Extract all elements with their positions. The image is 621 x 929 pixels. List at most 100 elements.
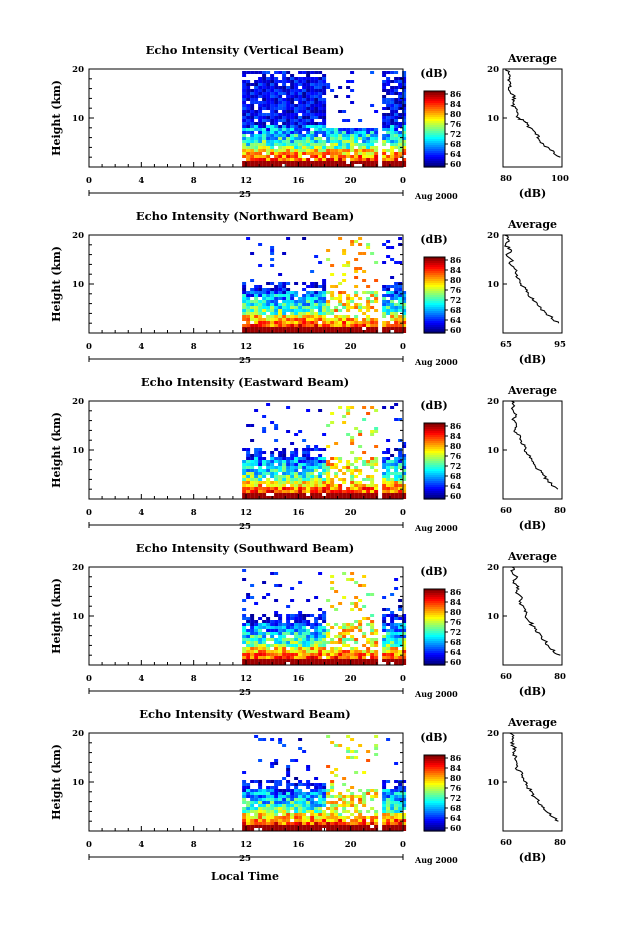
colorbar-tick: 60: [450, 823, 462, 833]
profile-y-tick: 20: [487, 231, 499, 241]
x-tick-label: 0: [400, 840, 406, 850]
colorbar-tick: 72: [450, 793, 461, 803]
colorbar-label: (dB): [420, 233, 447, 246]
x-tick-label: 0: [400, 176, 406, 186]
profile-x-tick: 100: [551, 174, 569, 184]
x-tick-label: 12: [240, 176, 252, 186]
month-label: Aug 2000: [414, 855, 458, 865]
profile-title: Average: [507, 716, 557, 729]
day-label: 25: [239, 854, 251, 864]
colorbar-tick: 84: [450, 431, 462, 441]
average-profile: Average 20 10 60 80 (dB): [487, 550, 566, 698]
colorbar-tick: 86: [450, 255, 462, 265]
profile-title: Average: [507, 550, 557, 563]
x-tick-label: 16: [292, 674, 304, 684]
x-tick-label: 4: [138, 674, 144, 684]
heatmap: [242, 403, 407, 499]
profile-y-tick: 10: [487, 612, 499, 622]
average-profile: Average 20 10 80 100 (dB): [487, 52, 569, 200]
x-tick-label: 20: [345, 508, 357, 518]
colorbar-tick: 64: [450, 647, 462, 657]
profile-xlabel: (dB): [519, 187, 546, 200]
heatmap: [242, 735, 407, 831]
panel-title: Echo Intensity (Westward Beam): [139, 707, 350, 721]
x-tick-label: 20: [345, 176, 357, 186]
panel-title: Echo Intensity (Eastward Beam): [141, 375, 349, 389]
average-profile: Average 20 10 60 80 (dB): [487, 384, 566, 532]
colorbar-tick: 84: [450, 265, 462, 275]
x-tick-label: 0: [86, 674, 92, 684]
day-label: 25: [239, 522, 251, 532]
x-axis-label: Local Time: [211, 870, 279, 883]
x-tick-label: 12: [240, 508, 252, 518]
profile-y-tick: 20: [487, 729, 499, 739]
colorbar-label: (dB): [420, 67, 447, 80]
colorbar-tick: 86: [450, 421, 462, 431]
profile-y-tick: 20: [487, 397, 499, 407]
colorbar-tick: 80: [450, 441, 462, 451]
colorbar-tick: 64: [450, 149, 462, 159]
colorbar-tick: 72: [450, 129, 461, 139]
y-axis-label: Height (km): [50, 412, 63, 488]
panel-title: Echo Intensity (Vertical Beam): [146, 43, 345, 57]
x-tick-label: 0: [400, 508, 406, 518]
panel-4: Echo Intensity (Southward Beam) Height (k…: [50, 541, 566, 699]
profile-frame: [502, 68, 563, 168]
colorbar-tick: 60: [450, 159, 462, 169]
x-tick-label: 16: [292, 508, 304, 518]
profile-frame: [502, 732, 563, 832]
x-tick-label: 20: [345, 342, 357, 352]
y-tick-label: 20: [72, 231, 84, 241]
colorbar-tick: 84: [450, 99, 462, 109]
x-tick-label: 0: [400, 342, 406, 352]
x-tick-label: 16: [292, 176, 304, 186]
day-label: 25: [239, 356, 251, 366]
profile-line: [504, 234, 560, 324]
colorbar-tick: 64: [450, 315, 462, 325]
y-tick-label: 20: [72, 397, 84, 407]
x-tick-label: 0: [86, 342, 92, 352]
colorbar-tick: 72: [450, 295, 461, 305]
x-tick-label: 8: [191, 840, 197, 850]
colorbar-tick: 60: [450, 325, 462, 335]
profile-x-tick: 80: [554, 672, 566, 682]
colorbar-tick: 76: [450, 285, 462, 295]
y-tick-label: 20: [72, 65, 84, 75]
colorbar-tick: 80: [450, 275, 462, 285]
profile-y-tick: 10: [487, 446, 499, 456]
colorbar-label: (dB): [420, 399, 447, 412]
colorbar-tick: 84: [450, 597, 462, 607]
colorbar-tick: 80: [450, 773, 462, 783]
profile-x-tick: 80: [554, 506, 566, 516]
average-profile: Average 20 10 60 80 (dB): [487, 716, 566, 864]
heatmap: [242, 569, 407, 665]
y-axis-label: Height (km): [50, 744, 63, 820]
profile-xlabel: (dB): [519, 353, 546, 366]
heatmap: [242, 237, 407, 333]
colorbar-tick: 80: [450, 607, 462, 617]
colorbar-tick: 68: [450, 305, 462, 315]
colorbar-tick: 64: [450, 481, 462, 491]
panel-5: Echo Intensity (Westward Beam) Height (km…: [50, 707, 566, 865]
colorbar-tick: 68: [450, 471, 462, 481]
month-label: Aug 2000: [414, 191, 458, 201]
profile-line: [510, 566, 561, 656]
profile-x-tick: 65: [500, 340, 512, 350]
colorbar-tick: 84: [450, 763, 462, 773]
day-label: 25: [239, 190, 251, 200]
profile-y-tick: 20: [487, 563, 499, 573]
x-tick-label: 0: [86, 176, 92, 186]
colorbar-tick: 76: [450, 617, 462, 627]
y-tick-label: 10: [72, 446, 84, 456]
month-label: Aug 2000: [414, 357, 458, 367]
profile-xlabel: (dB): [519, 519, 546, 532]
x-tick-label: 8: [191, 508, 197, 518]
profile-x-tick: 80: [554, 838, 566, 848]
month-label: Aug 2000: [414, 689, 458, 699]
x-tick-label: 8: [191, 674, 197, 684]
colorbar-tick: 86: [450, 89, 462, 99]
